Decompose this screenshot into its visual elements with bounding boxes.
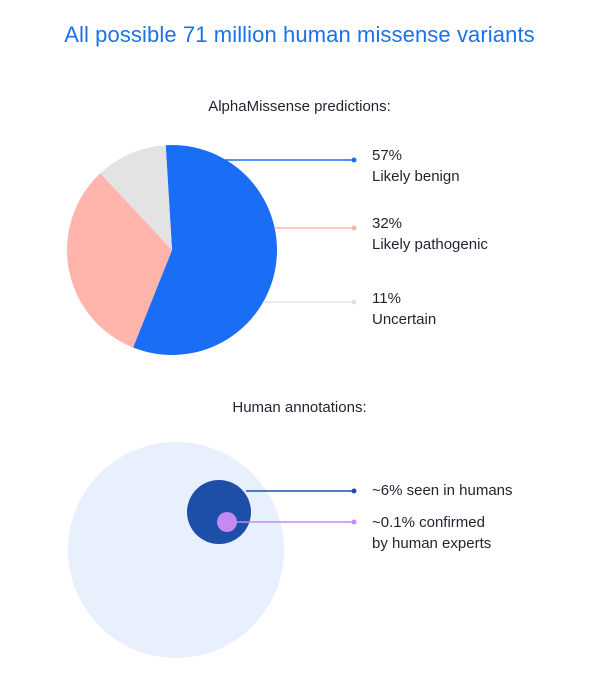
leader-dot <box>351 157 357 163</box>
chart-title: All possible 71 million human missense v… <box>64 22 535 47</box>
slice-label: 57% Likely benign <box>372 145 460 187</box>
slice-percent: 11% <box>372 290 401 307</box>
annotations-heading: Human annotations: <box>232 399 367 416</box>
slice-percent: 32% <box>372 215 403 232</box>
slice-label: Likely benign <box>372 168 460 185</box>
pie-slice-likely-benign <box>133 145 277 356</box>
confirmed-by-experts-label: ~0.1% confirmed by human experts <box>372 514 492 552</box>
seen-in-humans-circle <box>187 480 251 544</box>
leader-dot <box>351 488 357 494</box>
slice-label: 32% Likely pathogenic <box>372 213 488 255</box>
slice-label: Uncertain <box>372 311 437 328</box>
leader-dot <box>351 519 357 525</box>
pie-slice-uncertain <box>100 145 172 250</box>
confirmed-by-experts-circle <box>217 512 237 532</box>
seen-in-humans-label: ~6% seen in humans <box>372 482 513 499</box>
all-variants-circle <box>68 442 284 658</box>
slice-label: Likely pathogenic <box>372 236 488 253</box>
leader-dot <box>351 225 357 231</box>
pie-slice-likely-pathogenic <box>67 173 172 348</box>
pie-chart-heading: AlphaMissense predictions: <box>208 98 391 115</box>
slice-percent: 57% <box>372 147 403 164</box>
slice-label: 11% Uncertain <box>372 288 436 330</box>
leader-dot <box>351 299 357 305</box>
